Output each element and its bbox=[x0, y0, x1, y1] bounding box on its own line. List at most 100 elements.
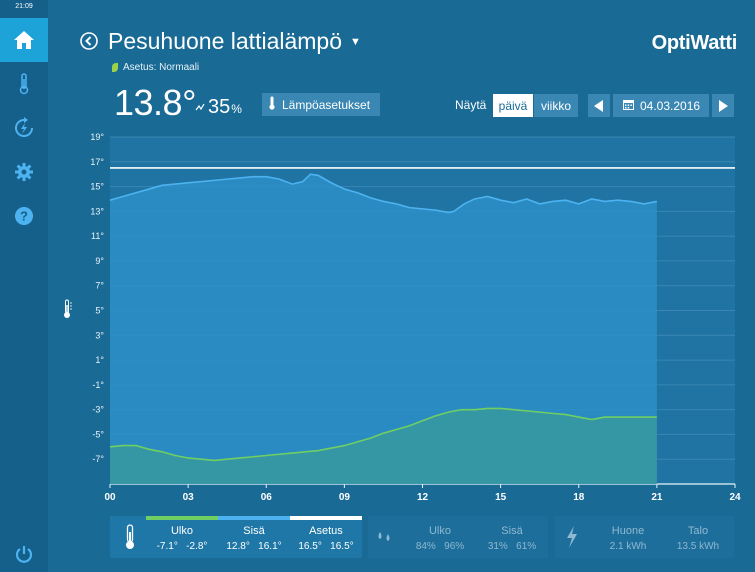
x-tick-label: 06 bbox=[261, 492, 273, 503]
logo: OptiWatti bbox=[651, 32, 738, 54]
temperature-button[interactable] bbox=[0, 62, 48, 106]
temperature-stats-panel: Ulko -7.1° -2.8° Sisä 12.8° 16.1° Asetus… bbox=[110, 516, 362, 558]
droplets-icon bbox=[370, 516, 400, 558]
sisa-area bbox=[110, 174, 657, 484]
y-tick-label: -3° bbox=[92, 405, 104, 415]
energy-history-button[interactable] bbox=[0, 106, 48, 150]
x-tick-label: 18 bbox=[573, 492, 585, 503]
settings-button[interactable] bbox=[0, 150, 48, 194]
humidity-icon bbox=[195, 103, 205, 116]
temperature-settings-button[interactable]: Lämpöasetukset bbox=[262, 93, 380, 116]
triangle-right-icon bbox=[719, 99, 728, 112]
show-label: Näytä bbox=[455, 98, 487, 112]
caret-down-icon: ▼ bbox=[350, 35, 361, 48]
y-tick-label: 11° bbox=[91, 231, 104, 241]
temp-ulko-values: -7.1° -2.8° bbox=[146, 541, 218, 552]
x-tick-label: 21 bbox=[651, 492, 663, 503]
sidebar: 21:09 ? bbox=[0, 0, 48, 572]
x-tick-label: 09 bbox=[339, 492, 351, 503]
hum-ulko-label: Ulko bbox=[428, 525, 451, 537]
home-button[interactable] bbox=[0, 18, 48, 62]
energy-talo-label: Talo bbox=[687, 525, 709, 537]
temperature-settings-label: Lämpöasetukset bbox=[282, 97, 371, 112]
day-view-toggle[interactable]: päivä bbox=[493, 94, 533, 117]
thermometer-icon bbox=[114, 516, 146, 558]
ulko-series-line bbox=[109, 407, 657, 462]
x-tick-label: 00 bbox=[104, 492, 116, 503]
temp-sisa-values: 12.8° 16.1° bbox=[218, 541, 290, 552]
power-button[interactable] bbox=[0, 532, 48, 572]
humidity-value: 35 bbox=[208, 96, 231, 118]
hum-ulko-min: 84% bbox=[415, 541, 436, 552]
energy-talo-stat: Talo 13.5 kWh bbox=[663, 516, 733, 558]
y-tick-label: 3° bbox=[95, 330, 104, 340]
previous-date-button[interactable] bbox=[588, 94, 610, 117]
hum-sisa-label: Sisä bbox=[501, 525, 523, 537]
y-tick-label: -1° bbox=[92, 380, 104, 390]
x-tick-label: 24 bbox=[729, 492, 741, 503]
home-icon bbox=[14, 31, 34, 49]
x-tick-label: 12 bbox=[417, 492, 429, 503]
y-tick-label: 9° bbox=[95, 256, 104, 266]
y-tick-label: 1° bbox=[95, 355, 104, 365]
temp-sisa-min: 12.8° bbox=[226, 541, 250, 552]
y-tick-label: -5° bbox=[92, 429, 104, 439]
energy-huone-value: 2.1 kWh bbox=[609, 541, 647, 552]
current-humidity: 35 % bbox=[195, 96, 242, 119]
thermometer-icon bbox=[19, 73, 29, 95]
next-date-button[interactable] bbox=[712, 94, 734, 117]
energy-cycle-icon bbox=[15, 117, 33, 137]
humidity-stats-panel: Ulko 84% 96% Sisä 31% 61% bbox=[368, 516, 548, 558]
y-tick-label: 5° bbox=[95, 306, 104, 316]
lightning-icon bbox=[557, 516, 587, 558]
temp-sisa-label: Sisä bbox=[243, 525, 265, 537]
temp-asetus-max: 16.5° bbox=[330, 541, 354, 552]
temp-asetus-stat: Asetus 16.5° 16.5° bbox=[290, 516, 362, 558]
y-tick-label: 17° bbox=[90, 157, 104, 167]
week-view-toggle[interactable]: viikko bbox=[534, 94, 578, 117]
hum-sisa-stat: Sisä 31% 61% bbox=[476, 516, 548, 558]
triangle-left-icon bbox=[594, 99, 603, 112]
temp-sisa-max: 16.1° bbox=[258, 541, 282, 552]
current-temperature: 13.8° bbox=[114, 82, 196, 123]
ulko-area bbox=[110, 408, 657, 484]
help-button[interactable]: ? bbox=[0, 194, 48, 238]
calendar-icon bbox=[623, 99, 634, 113]
y-tick-label: 15° bbox=[90, 182, 104, 192]
date-value: 04.03.2016 bbox=[640, 98, 701, 113]
svg-text:?: ? bbox=[20, 209, 28, 224]
hum-ulko-values: 84% 96% bbox=[406, 541, 474, 552]
page-title: Pesuhuone lattialämpö bbox=[108, 28, 342, 54]
x-tick-label: 15 bbox=[495, 492, 507, 503]
power-icon bbox=[15, 546, 33, 563]
help-icon: ? bbox=[15, 207, 33, 225]
y-tick-label: -7° bbox=[92, 454, 104, 464]
temp-sisa-stat: Sisä 12.8° 16.1° bbox=[218, 516, 290, 558]
energy-huone-label: Huone bbox=[611, 525, 645, 537]
hum-sisa-min: 31% bbox=[487, 541, 508, 552]
clock: 21:09 bbox=[15, 3, 33, 10]
temp-ulko-max: -2.8° bbox=[186, 541, 208, 552]
energy-talo-value: 13.5 kWh bbox=[676, 541, 720, 552]
setting-label: Asetus: Normaali bbox=[123, 62, 200, 73]
back-button[interactable] bbox=[80, 32, 98, 50]
date-picker[interactable]: 04.03.2016 bbox=[613, 94, 709, 117]
room-selector[interactable]: Pesuhuone lattialämpö ▼ bbox=[108, 28, 361, 55]
temp-ulko-label: Ulko bbox=[170, 525, 193, 537]
y-tick-label: 19° bbox=[90, 132, 104, 142]
temp-ulko-bar bbox=[146, 516, 218, 520]
temp-asetus-min: 16.5° bbox=[298, 541, 322, 552]
thermometer-icon bbox=[64, 299, 72, 318]
temp-asetus-label: Asetus bbox=[309, 525, 343, 537]
hum-ulko-max: 96% bbox=[444, 541, 465, 552]
energy-huone-stat: Huone 2.1 kWh bbox=[595, 516, 661, 558]
x-tick-label: 03 bbox=[183, 492, 195, 503]
y-tick-label: 7° bbox=[95, 281, 104, 291]
gear-icon bbox=[15, 163, 33, 181]
back-arrow-icon bbox=[80, 32, 98, 50]
hum-sisa-max: 61% bbox=[516, 541, 537, 552]
setting-status: Asetus: Normaali bbox=[112, 62, 199, 73]
temp-sisa-bar bbox=[218, 516, 290, 520]
temp-ulko-min: -7.1° bbox=[156, 541, 178, 552]
